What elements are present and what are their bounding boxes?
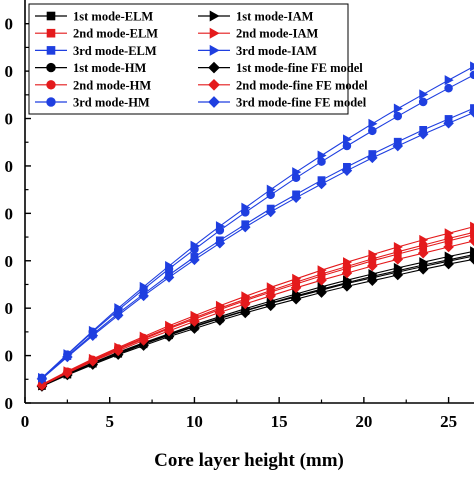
legend-marker	[47, 12, 55, 20]
data-point	[470, 62, 474, 71]
y-tick-label: 0	[5, 204, 14, 223]
series-line	[42, 108, 474, 378]
data-point	[419, 241, 427, 249]
data-point	[241, 208, 249, 216]
data-point	[445, 84, 453, 92]
series-12	[37, 108, 474, 384]
data-point	[445, 235, 453, 243]
x-tick-label: 10	[186, 412, 203, 431]
legend-label: 2nd mode-HM	[73, 78, 151, 92]
data-point	[216, 226, 224, 234]
data-point	[394, 112, 402, 120]
legend-label: 2nd mode-fine FE model	[236, 78, 368, 92]
series-11	[38, 71, 474, 382]
y-tick-label: 0	[5, 299, 14, 318]
legend-label: 3rd mode-ELM	[73, 44, 157, 58]
data-point	[292, 174, 300, 182]
legend-label: 1st mode-HM	[73, 61, 146, 75]
legend-label: 2nd mode-ELM	[73, 27, 158, 41]
x-tick-label: 15	[271, 412, 288, 431]
y-tick-label: 0	[5, 394, 14, 413]
data-point	[420, 90, 428, 99]
legend-label: 1st mode-ELM	[73, 10, 153, 24]
legend-label: 3rd mode-IAM	[236, 44, 317, 58]
legend-label: 1st mode-IAM	[236, 10, 314, 24]
data-point	[419, 98, 427, 106]
legend: 1st mode-ELM 1st mode-IAM 2nd mode-ELM 2nd …	[29, 4, 368, 114]
data-point	[190, 245, 198, 253]
legend-label: 3rd mode-fine FE model	[236, 96, 367, 110]
y-tick-label: 0	[5, 157, 14, 176]
legend-marker	[47, 80, 56, 89]
series-7	[38, 251, 474, 390]
legend-marker	[47, 98, 56, 107]
legend-label: 2nd mode-IAM	[236, 27, 318, 41]
data-point	[394, 104, 402, 113]
data-point	[165, 265, 173, 273]
legend-marker	[47, 46, 55, 54]
series-line	[42, 256, 474, 386]
y-tick-label: 0	[5, 15, 14, 34]
y-tick-label: 0	[5, 347, 14, 366]
data-point	[368, 127, 376, 135]
legend-label: 1st mode-fine FE model	[236, 61, 363, 75]
series-line	[42, 227, 474, 385]
x-tick-label: 25	[440, 412, 457, 431]
x-tick-label: 0	[21, 412, 30, 431]
series-10	[37, 236, 474, 390]
y-tick-label: 0	[5, 252, 14, 271]
data-point	[318, 158, 326, 166]
legend-marker	[47, 29, 55, 37]
data-point	[445, 76, 453, 85]
series-line	[42, 112, 474, 378]
legend-marker	[47, 63, 56, 72]
legend-label: 3rd mode-HM	[73, 96, 150, 110]
series-5	[38, 104, 474, 381]
data-point	[267, 191, 275, 199]
series-line	[42, 232, 474, 385]
data-point	[343, 142, 351, 150]
series-line	[42, 241, 474, 386]
x-tick-label: 5	[105, 412, 114, 431]
data-point	[470, 71, 474, 79]
y-tick-label: 0	[5, 110, 14, 129]
y-tick-label: 0	[5, 62, 14, 81]
x-axis-title: Core layer height (mm)	[154, 450, 344, 471]
x-tick-label: 20	[355, 412, 372, 431]
series-line	[42, 75, 474, 378]
series-9	[38, 228, 474, 389]
